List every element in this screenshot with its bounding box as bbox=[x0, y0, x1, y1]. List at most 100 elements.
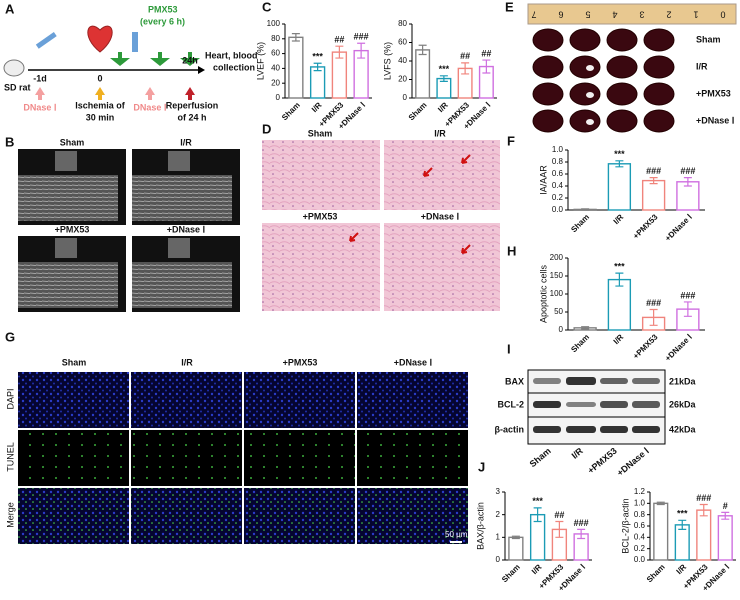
heart-slice bbox=[532, 82, 564, 106]
significance: ### bbox=[680, 290, 695, 300]
row-label: I/R bbox=[696, 61, 708, 71]
infarct bbox=[586, 119, 594, 125]
heart-slice bbox=[643, 55, 675, 79]
column-label: +PMX53 bbox=[283, 357, 318, 367]
y-tick-label: 0.8 bbox=[552, 157, 564, 166]
ruler bbox=[527, 3, 737, 25]
heart-slice bbox=[606, 28, 638, 52]
label: 0 bbox=[97, 73, 102, 83]
error-bar bbox=[439, 75, 448, 82]
bar bbox=[717, 515, 733, 561]
green-arrow bbox=[110, 52, 130, 66]
row-label: Merge bbox=[5, 502, 15, 528]
arrow bbox=[461, 154, 471, 164]
row-label: +DNase Ⅰ bbox=[696, 115, 734, 125]
panel-letter: H bbox=[507, 243, 516, 258]
y-tick-label: 150 bbox=[550, 271, 564, 280]
error-bar bbox=[683, 301, 692, 317]
tunel-image bbox=[244, 430, 355, 486]
panel-letter: G bbox=[5, 329, 15, 344]
western-panel: BAX BCL-2 β-actin 21kDa 26kDa 42kDa Sham… bbox=[495, 369, 697, 478]
y-tick-label: 20 bbox=[271, 78, 280, 87]
image-label: Sham bbox=[60, 137, 85, 147]
timeline-arrow bbox=[198, 66, 205, 74]
bar bbox=[415, 49, 431, 99]
tunel-image bbox=[18, 430, 129, 486]
y-tick-label: 60 bbox=[271, 49, 280, 58]
arrow bbox=[423, 167, 433, 177]
infarct bbox=[586, 65, 594, 71]
significance: ### bbox=[696, 493, 711, 503]
y-axis-label: Apoptotic cells bbox=[538, 264, 548, 323]
tunel-image bbox=[18, 372, 129, 428]
up-arrow bbox=[95, 87, 105, 100]
image-label: +DNase Ⅰ bbox=[421, 211, 459, 221]
y-tick-label: 0.6 bbox=[634, 521, 646, 530]
x-tick-label: I/R bbox=[675, 562, 689, 576]
y-tick-label: 0.6 bbox=[552, 169, 564, 178]
y-tick-label: 0 bbox=[403, 93, 408, 102]
significance: *** bbox=[439, 64, 450, 74]
rat-icon bbox=[3, 59, 25, 77]
label: -1d bbox=[33, 73, 47, 83]
y-tick-label: 200 bbox=[550, 253, 564, 262]
significance: ## bbox=[481, 48, 491, 58]
x-tick-label: +PMX53 bbox=[631, 332, 660, 361]
y-axis-label: LVFS (%) bbox=[382, 42, 392, 80]
panel-letter: D bbox=[262, 121, 271, 136]
significance: *** bbox=[614, 149, 625, 159]
bar bbox=[607, 163, 632, 211]
bar bbox=[641, 179, 666, 211]
tunel-image bbox=[244, 372, 355, 428]
significance: # bbox=[723, 501, 728, 511]
ruler-label: 4 bbox=[612, 10, 617, 20]
ruler-label: 7 bbox=[531, 10, 536, 20]
y-tick-label: 0.0 bbox=[552, 205, 564, 214]
heart-slice bbox=[569, 109, 601, 133]
y-tick-label: 80 bbox=[271, 34, 280, 43]
y-tick-label: 0.8 bbox=[634, 510, 646, 519]
infarct bbox=[586, 92, 594, 98]
significance: *** bbox=[677, 509, 688, 519]
significance: ### bbox=[354, 32, 369, 42]
error-bar bbox=[699, 503, 708, 517]
y-axis-label: LVEF (%) bbox=[255, 42, 265, 80]
significance: ### bbox=[646, 166, 661, 176]
error-bar bbox=[511, 535, 520, 540]
up-arrow bbox=[35, 87, 45, 100]
green-arrow bbox=[150, 52, 170, 66]
bar-chart: 0.0 0.2 0.4 0.6 0.8 1.0 1.2 BCL-2/β-actin Sham **… bbox=[620, 487, 736, 593]
x-tick-label: I/R bbox=[612, 332, 626, 346]
ruler-label: 3 bbox=[639, 10, 644, 20]
heart-slice bbox=[606, 82, 638, 106]
y-tick-label: 0.2 bbox=[552, 193, 564, 202]
error-bar bbox=[678, 519, 687, 530]
image-label: I/R bbox=[180, 137, 192, 147]
y-tick-label: 2 bbox=[496, 510, 501, 519]
band-label: BCL-2 bbox=[498, 399, 525, 409]
error-bar bbox=[721, 511, 730, 520]
ruler-label: 0 bbox=[720, 10, 725, 20]
error-bar bbox=[461, 62, 470, 75]
image-label: +PMX53 bbox=[303, 211, 338, 221]
error-bar bbox=[656, 501, 665, 506]
x-tick-label: I/R bbox=[436, 100, 450, 114]
heart-slice bbox=[606, 109, 638, 133]
tunel-image bbox=[131, 430, 242, 486]
y-tick-label: 50 bbox=[554, 307, 563, 316]
error-bar bbox=[683, 177, 692, 187]
y-tick-label: 40 bbox=[398, 56, 407, 65]
error-bar bbox=[313, 62, 322, 72]
row-label: TUNEL bbox=[5, 442, 15, 472]
size-label: 26kDa bbox=[669, 399, 697, 409]
error-bar bbox=[615, 272, 624, 287]
error-bar bbox=[581, 208, 590, 211]
label: PMX53 bbox=[148, 4, 178, 14]
tunel-image bbox=[131, 372, 242, 428]
size-label: 42kDa bbox=[669, 424, 697, 434]
label: of 24 h bbox=[177, 112, 206, 122]
x-tick-label: Sham bbox=[407, 101, 429, 123]
